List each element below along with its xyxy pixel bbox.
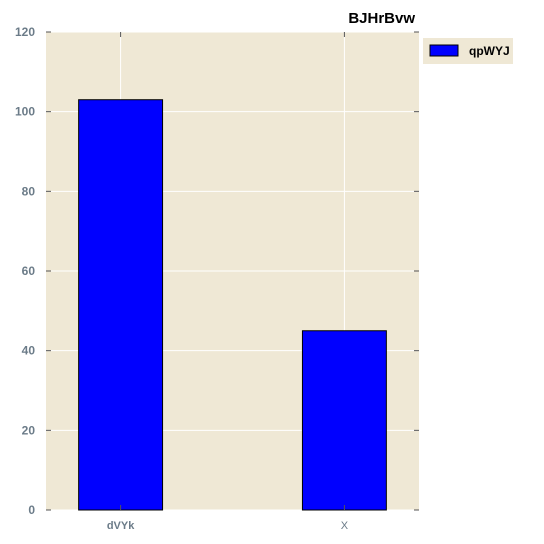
bars <box>78 99 387 511</box>
bar <box>301 330 387 511</box>
x-tick-label: dVYk <box>107 520 135 532</box>
legend-swatch <box>429 44 459 57</box>
legend-label: qpWYJ <box>469 44 510 58</box>
y-tick-label: 0 <box>28 503 35 517</box>
y-tick-label: 80 <box>22 184 36 198</box>
y-tick-label: 100 <box>15 105 35 119</box>
y-tick-label: 60 <box>22 264 36 278</box>
y-axis: 0 20 40 60 80 100 120 <box>15 25 419 517</box>
legend: qpWYJ <box>423 38 513 64</box>
chart-title: BJHrBvw <box>348 10 415 27</box>
x-tick-label: X <box>341 520 349 532</box>
y-tick-label: 120 <box>15 25 35 39</box>
x-axis: dVYk X <box>107 32 349 532</box>
y-tick-label: 20 <box>22 423 36 437</box>
y-tick-label: 40 <box>22 344 36 358</box>
bar <box>78 99 164 511</box>
